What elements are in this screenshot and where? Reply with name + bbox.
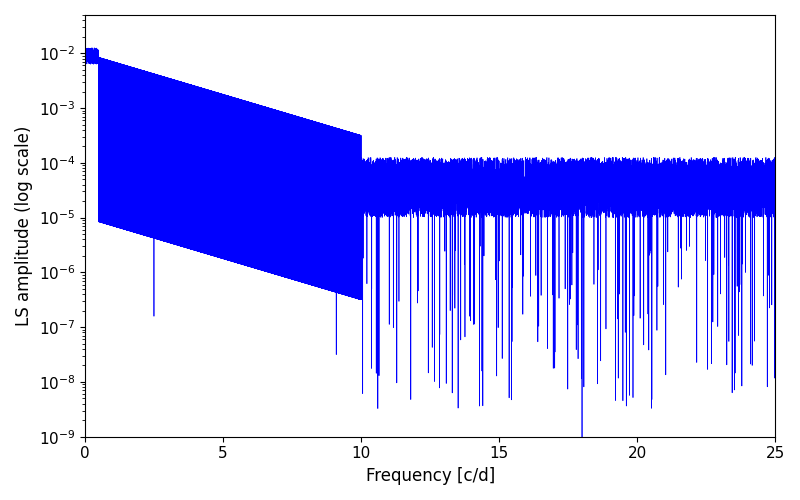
- Y-axis label: LS amplitude (log scale): LS amplitude (log scale): [15, 126, 33, 326]
- X-axis label: Frequency [c/d]: Frequency [c/d]: [366, 467, 494, 485]
